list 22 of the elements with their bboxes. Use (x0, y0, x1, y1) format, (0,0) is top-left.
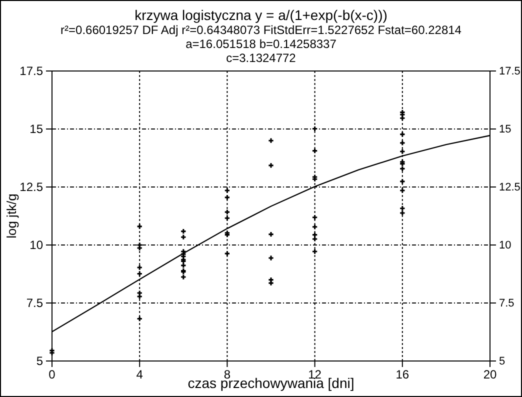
y2-tick-label: 17.5 (499, 66, 520, 78)
x-tick-label: 20 (483, 368, 497, 382)
y2-tick-label: 12.5 (499, 182, 520, 194)
x-tick-label: 8 (224, 368, 231, 382)
y-tick-label: 15 (30, 122, 44, 136)
text: c=3.1324772 (226, 51, 296, 65)
x-tick-label: 4 (136, 368, 144, 382)
chart-title: krzywa logistyczna y = a/(1+exp(-b(x-c))) (134, 7, 388, 23)
chart-subtitle: r²=0.66019257 DF Adj r²=0.64348073 FitStdErr=1.5227652 Fstat=60.22814 (60, 23, 462, 37)
y2-tick-label: 7.5 (499, 298, 514, 310)
y2-tick-label: 15 (499, 124, 512, 136)
y-tick-label: 17.5 (20, 64, 44, 78)
x-tick-label: 16 (396, 368, 410, 382)
y-tick-label: 5 (36, 354, 44, 368)
y-tick-label: 7.5 (26, 296, 44, 310)
text: a=16.051518 b=0.14258337 (186, 37, 337, 51)
y2-tick-label: 10 (499, 240, 512, 252)
y2-tick-label: 5 (499, 356, 506, 368)
y-tick-label: 10 (30, 238, 44, 252)
y-tick-label: 12.5 (20, 180, 44, 194)
y-axis-title: log jtk/g (4, 194, 19, 238)
x-tick-label: 0 (48, 368, 56, 382)
